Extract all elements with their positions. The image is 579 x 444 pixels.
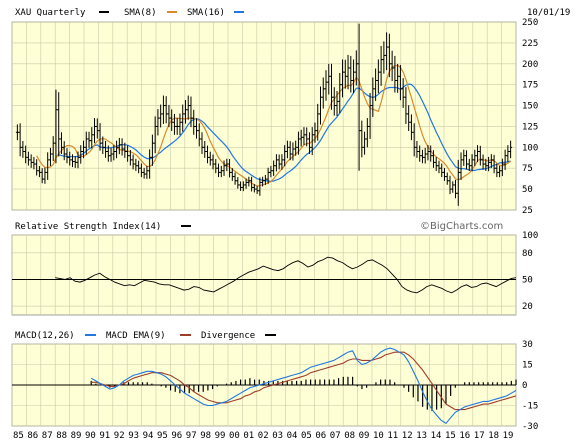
x-tick-label: 86 — [27, 431, 38, 441]
signal-path — [91, 351, 517, 411]
x-tick-label: 01 — [243, 431, 254, 441]
x-tick-label: 98 — [200, 431, 211, 441]
y-tick-label: 200 — [522, 60, 538, 70]
chart-date: 10/01/19 — [527, 8, 570, 18]
macd-line — [90, 347, 517, 425]
price-plot-area — [11, 21, 517, 211]
sma16-path — [58, 83, 511, 183]
legend-divergence-label: Divergence — [201, 331, 255, 341]
x-tick-label: 16 — [459, 431, 470, 441]
x-axis-year-labels: 85 86 87 88 89 90 91 92 93 94 95 96 97 98 99 00 01 02 03 04… — [13, 431, 513, 441]
x-tick-label: 91 — [99, 431, 110, 441]
x-tick-label: 18 — [488, 431, 499, 441]
macd-divergence-histogram — [90, 376, 517, 411]
y-tick-label: 0 — [522, 381, 527, 391]
x-tick-label: 05 — [301, 431, 312, 441]
price-gridlines — [11, 21, 517, 211]
x-tick-label: 07 — [330, 431, 341, 441]
legend-sma16-label: SMA(16) — [187, 8, 225, 18]
macd-y-axis: -30 -15 0 15 30 — [522, 340, 538, 432]
x-tick-label: 19 — [503, 431, 514, 441]
x-tick-label: 08 — [344, 431, 355, 441]
y-tick-label: 50 — [522, 185, 533, 195]
x-tick-label: 17 — [474, 431, 485, 441]
x-tick-label: 00 — [229, 431, 240, 441]
y-tick-label: -30 — [522, 422, 538, 432]
x-tick-label: 90 — [85, 431, 96, 441]
sma8-path — [36, 64, 511, 187]
sma8-line — [36, 64, 511, 187]
y-tick-label: 100 — [522, 231, 538, 241]
x-tick-label: 12 — [402, 431, 413, 441]
price-ohlc-bars — [15, 23, 513, 206]
rsi-plot-area — [11, 234, 517, 316]
y-tick-label: 175 — [522, 81, 538, 91]
y-tick-label: 125 — [522, 122, 538, 132]
y-tick-label: 15 — [522, 361, 533, 371]
macd-path — [90, 347, 517, 425]
rsi-y-axis: 20 50 80 100 — [522, 231, 538, 312]
x-tick-label: 87 — [42, 431, 53, 441]
rsi-path — [55, 256, 517, 294]
price-y-axis: 25 50 75 100 125 150 175 200 225 250 — [522, 18, 538, 216]
y-tick-label: 20 — [522, 302, 533, 312]
rsi-line — [55, 256, 517, 294]
sma16-line — [58, 83, 511, 183]
x-tick-label: 92 — [114, 431, 125, 441]
macd-panel: MACD(12,26) MACD EMA(9) Divergence -30 -1… — [11, 331, 538, 432]
y-tick-label: -15 — [522, 402, 538, 412]
x-tick-label: 10 — [373, 431, 384, 441]
x-tick-label: 02 — [258, 431, 269, 441]
price-panel: 25 50 75 100 125 150 175 200 225 250 XAU Quarterl… — [11, 8, 570, 232]
x-tick-label: 94 — [143, 431, 154, 441]
y-tick-label: 30 — [522, 340, 533, 350]
x-tick-label: 04 — [287, 431, 298, 441]
chart-title: XAU Quarterly — [15, 8, 86, 18]
x-tick-label: 03 — [272, 431, 283, 441]
y-tick-label: 250 — [522, 18, 538, 28]
y-tick-label: 50 — [522, 275, 533, 285]
x-tick-label: 15 — [445, 431, 456, 441]
rsi-title: Relative Strength Index(14) — [15, 222, 161, 232]
rsi-panel: Relative Strength Index(14) 20 50 80 100 — [11, 222, 538, 316]
x-tick-label: 95 — [157, 431, 168, 441]
y-tick-label: 80 — [522, 249, 533, 259]
x-tick-label: 14 — [431, 431, 442, 441]
x-tick-label: 85 — [13, 431, 24, 441]
x-tick-label: 97 — [186, 431, 197, 441]
y-tick-label: 75 — [522, 164, 533, 174]
y-tick-label: 150 — [522, 102, 538, 112]
x-tick-label: 96 — [171, 431, 182, 441]
x-tick-label: 99 — [215, 431, 226, 441]
x-tick-label: 09 — [359, 431, 370, 441]
x-tick-label: 11 — [387, 431, 398, 441]
y-tick-label: 25 — [522, 206, 533, 216]
x-tick-label: 88 — [56, 431, 67, 441]
y-tick-label: 225 — [522, 39, 538, 49]
macd-title: MACD(12,26) — [15, 331, 75, 341]
macd-signal-line — [91, 351, 517, 411]
legend-macd-ema-label: MACD EMA(9) — [106, 331, 166, 341]
bigcharts-watermark: ©BigCharts.com — [420, 221, 503, 232]
x-tick-label: 93 — [128, 431, 139, 441]
x-tick-label: 89 — [71, 431, 82, 441]
y-tick-label: 100 — [522, 143, 538, 153]
x-tick-label: 13 — [416, 431, 427, 441]
legend-sma8-label: SMA(8) — [124, 8, 157, 18]
x-tick-label: 06 — [315, 431, 326, 441]
